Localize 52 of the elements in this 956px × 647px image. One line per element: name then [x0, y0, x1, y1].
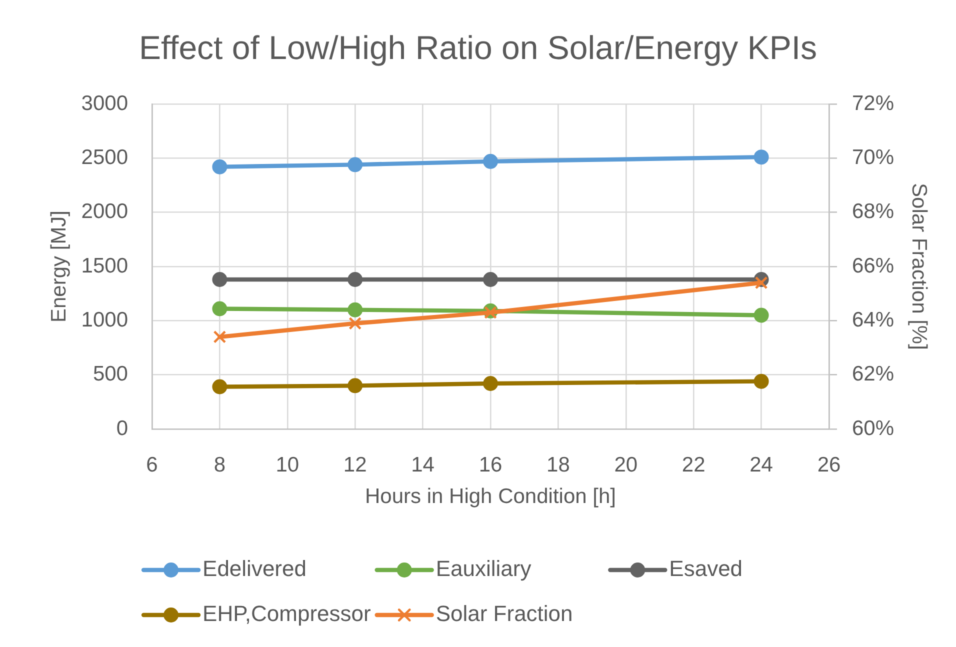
point: [348, 157, 363, 172]
point: [212, 379, 228, 394]
point: [212, 159, 228, 174]
point: [754, 374, 769, 389]
legend-label: EHP,Compressor: [202, 601, 371, 626]
point: [483, 154, 498, 169]
y-axis-title: Energy [MJ]: [47, 210, 70, 323]
y2-tick-label: 60%: [852, 416, 894, 440]
legend-label: Edelivered: [202, 556, 306, 582]
x-tick-label: 22: [682, 453, 706, 476]
point: [483, 376, 498, 391]
x-tick-label: 16: [478, 453, 502, 476]
x-axis-title: Hours in High Condition [h]: [365, 485, 616, 508]
point: [754, 308, 769, 323]
y2-tick-label: 66%: [852, 254, 894, 278]
y-tick-label: 1500: [81, 254, 128, 278]
point: [754, 150, 769, 165]
y-tick-label: 0: [116, 416, 128, 440]
y-tick-label: 2500: [81, 146, 128, 169]
x-tick-label: 10: [276, 453, 300, 476]
point: [213, 330, 226, 344]
point: [212, 272, 228, 287]
point: [348, 272, 363, 287]
x-tick-label: 26: [817, 453, 841, 476]
chart-title: Effect of Low/High Ratio on Solar/Energy KPIs: [138, 28, 818, 66]
point: [348, 316, 362, 330]
x-tick-label: 20: [614, 453, 638, 476]
y2-tick-label: 62%: [852, 362, 894, 386]
x-tick-label: 12: [343, 453, 367, 476]
y-tick-label: 3000: [81, 92, 128, 115]
y2-tick-label: 68%: [852, 200, 894, 224]
point: [754, 276, 768, 290]
y-tick-label: 1000: [81, 308, 128, 332]
x-tick-label: 8: [214, 453, 226, 476]
y2-tick-label: 72%: [852, 92, 894, 115]
point: [212, 301, 228, 316]
point: [483, 272, 498, 287]
x-tick-label: 6: [146, 453, 158, 476]
y-tick-label: 500: [92, 362, 128, 386]
legend-label: Esaved: [669, 556, 743, 582]
legend-label: Eauxiliary: [436, 556, 532, 582]
y2-tick-label: 70%: [852, 146, 894, 169]
y2-tick-label: 64%: [852, 308, 894, 332]
point: [348, 378, 363, 394]
point: [484, 306, 497, 319]
x-tick-label: 14: [411, 453, 435, 476]
legend-label: Solar Fraction: [436, 601, 573, 626]
x-tick-label: 24: [750, 453, 774, 476]
point: [348, 302, 363, 318]
y-tick-label: 2000: [81, 200, 128, 224]
x-tick-label: 18: [546, 453, 570, 476]
y2-axis-title: Solar Fraction [%]: [908, 183, 931, 350]
